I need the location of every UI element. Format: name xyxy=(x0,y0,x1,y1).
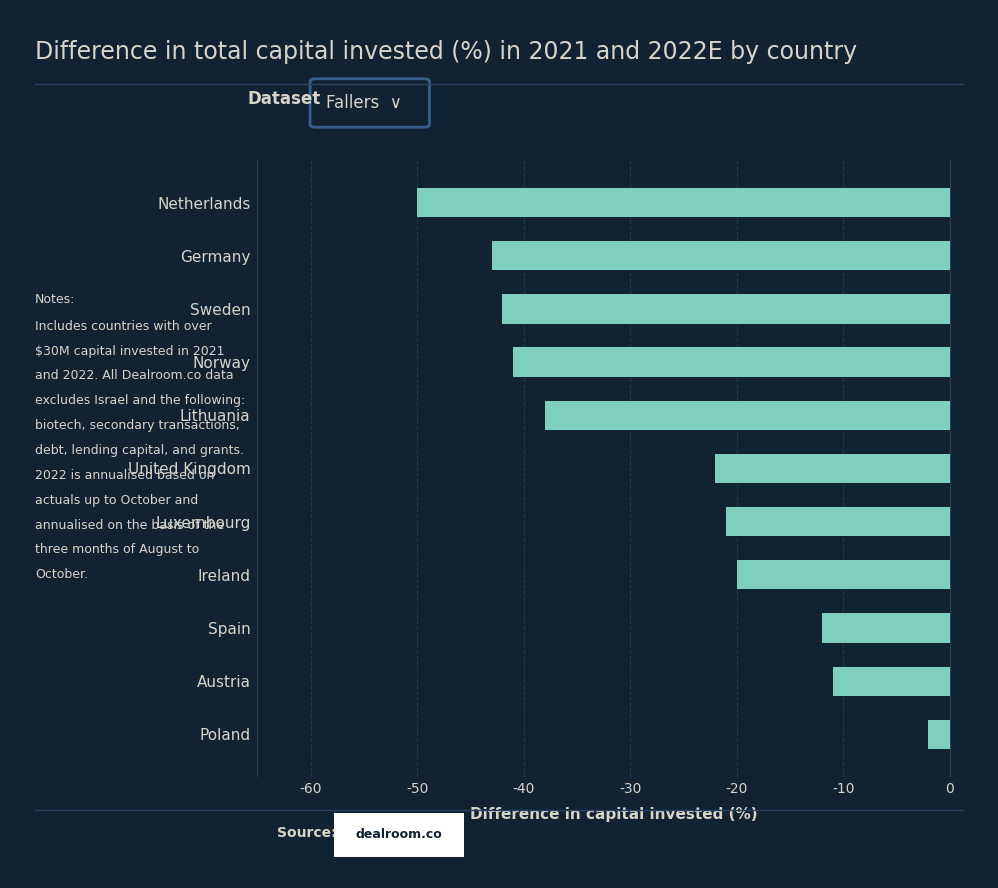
Text: actuals up to October and: actuals up to October and xyxy=(35,494,199,507)
Text: Difference in total capital invested (%) in 2021 and 2022E by country: Difference in total capital invested (%)… xyxy=(35,40,857,64)
Text: October.: October. xyxy=(35,568,88,582)
Text: Includes countries with over: Includes countries with over xyxy=(35,320,212,333)
Bar xyxy=(492,241,950,270)
Bar xyxy=(716,454,950,483)
Bar xyxy=(502,294,950,323)
Bar xyxy=(822,614,950,643)
X-axis label: Difference in capital invested (%): Difference in capital invested (%) xyxy=(470,807,758,822)
Text: annualised on the basis of the: annualised on the basis of the xyxy=(35,519,225,532)
Text: 2022 is annualised based on: 2022 is annualised based on xyxy=(35,469,215,482)
Text: three months of August to: three months of August to xyxy=(35,543,200,557)
Bar xyxy=(832,667,950,696)
Bar xyxy=(727,507,950,536)
Text: and 2022. All Dealroom.co data: and 2022. All Dealroom.co data xyxy=(35,369,234,383)
Text: Dataset: Dataset xyxy=(248,91,320,108)
Bar xyxy=(737,560,950,590)
Text: dealroom.co: dealroom.co xyxy=(356,829,442,841)
Text: Fallers  ∨: Fallers ∨ xyxy=(326,94,402,112)
Bar xyxy=(928,719,950,749)
Text: Source:: Source: xyxy=(277,826,337,840)
FancyBboxPatch shape xyxy=(310,79,429,127)
Bar xyxy=(545,400,950,430)
Text: debt, lending capital, and grants.: debt, lending capital, and grants. xyxy=(35,444,244,457)
Bar xyxy=(417,188,950,218)
Text: $30M capital invested in 2021: $30M capital invested in 2021 xyxy=(35,345,225,358)
Bar xyxy=(513,347,950,377)
Text: biotech, secondary transactions,: biotech, secondary transactions, xyxy=(35,419,240,432)
Text: excludes Israel and the following:: excludes Israel and the following: xyxy=(35,394,246,408)
Text: Notes:: Notes: xyxy=(35,293,75,306)
